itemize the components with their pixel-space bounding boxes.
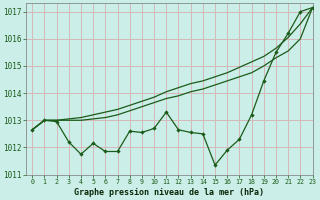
X-axis label: Graphe pression niveau de la mer (hPa): Graphe pression niveau de la mer (hPa) — [74, 188, 264, 197]
